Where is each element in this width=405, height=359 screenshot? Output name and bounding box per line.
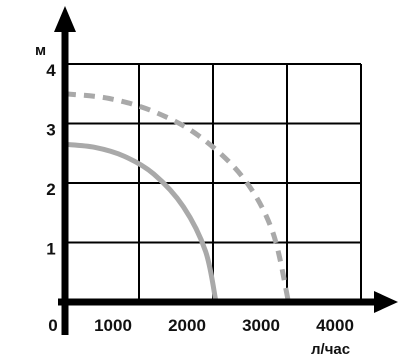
x-tick-label: 1000 [94,316,132,335]
tick-labels: 0 1000 2000 3000 4000 1 2 3 4 [46,61,354,335]
dashed-curve-series-2 [64,91,291,303]
y-tick-label: 2 [46,180,55,199]
x-tick-label: 2000 [168,316,206,335]
x-tick-label: 4000 [316,316,354,335]
x-axis-arrow-icon [374,291,398,313]
x-tick-label: 0 [48,316,57,335]
x-axis-label: л/час [311,341,350,358]
y-tick-label: 1 [46,240,55,259]
y-tick-label: 3 [46,121,55,140]
y-axis-label: м [35,42,46,59]
axes [54,6,398,335]
x-tick-label: 3000 [242,316,280,335]
y-axis-arrow-icon [54,6,76,32]
series-group [64,91,291,303]
grid [65,63,362,302]
y-tick-label: 4 [46,61,56,80]
solid-curve-series-1 [64,141,219,303]
